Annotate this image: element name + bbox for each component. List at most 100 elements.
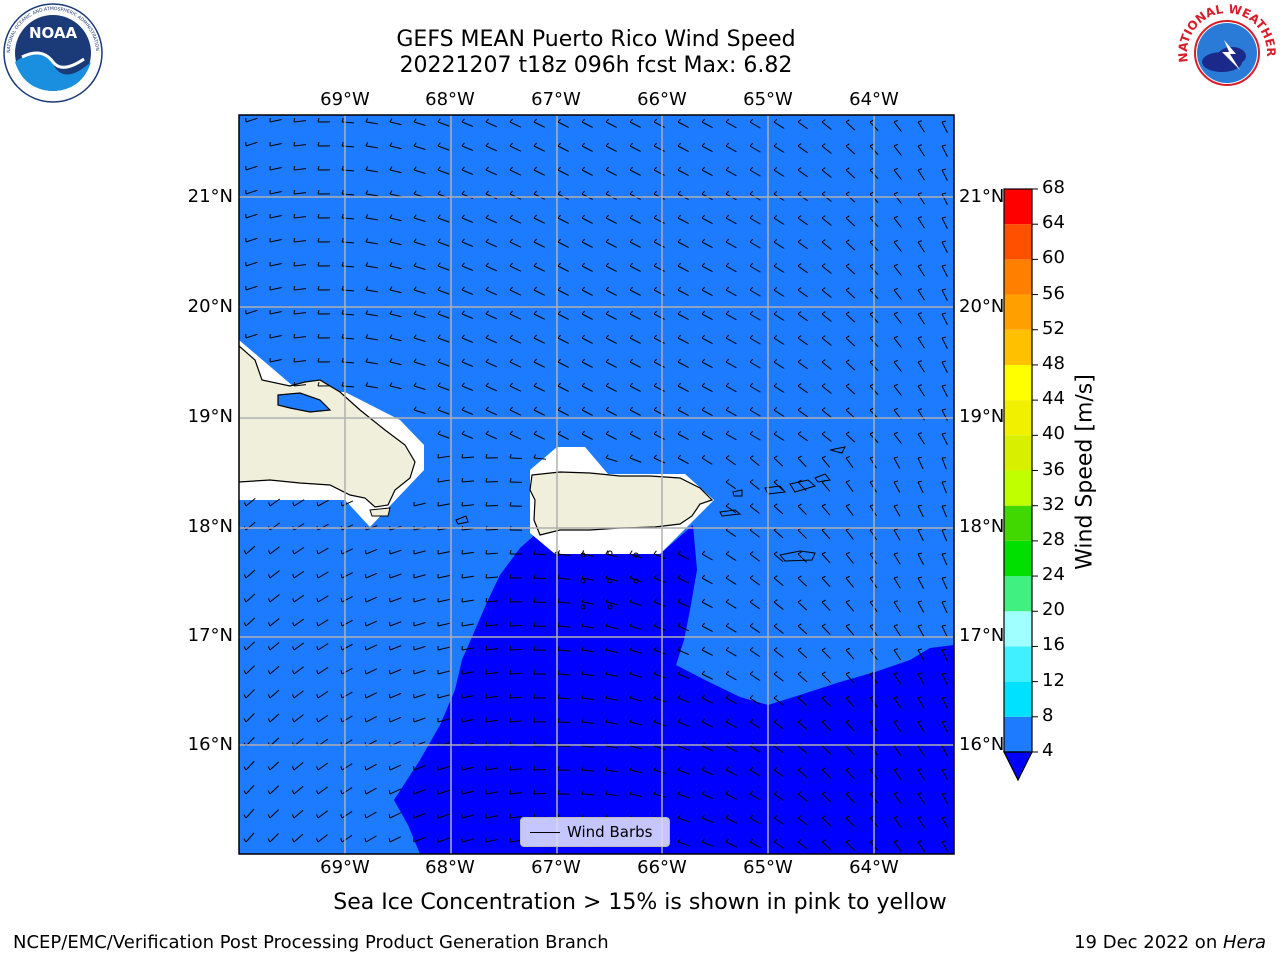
wind-barb xyxy=(317,619,329,627)
wind-barb-feather xyxy=(941,816,946,819)
wind-barb-feather xyxy=(461,262,465,267)
colorbar-under-extend xyxy=(1003,751,1033,782)
wind-barb xyxy=(581,769,594,772)
wind-barb xyxy=(653,577,666,583)
wind-barb-feather xyxy=(701,814,705,819)
wind-barb xyxy=(773,625,784,634)
wind-barb xyxy=(821,313,832,322)
wind-barb xyxy=(341,145,355,148)
wind-barb xyxy=(245,213,258,219)
wind-barb-feather xyxy=(533,430,538,435)
wind-barb-feather xyxy=(364,669,367,675)
wind-barb-feather xyxy=(629,622,633,627)
wind-barb xyxy=(845,457,854,469)
wind-barb-feather xyxy=(821,431,826,435)
wind-barb xyxy=(413,813,426,819)
wind-barb-feather xyxy=(677,790,681,795)
wind-barb xyxy=(917,793,926,805)
wind-barb-feather xyxy=(773,719,778,723)
wind-barb-feather xyxy=(773,190,778,195)
wind-barb-feather xyxy=(557,214,562,219)
wind-barb-feather xyxy=(773,838,778,843)
wind-barb xyxy=(941,121,948,133)
wind-barb xyxy=(725,481,737,490)
wind-barb xyxy=(581,649,594,653)
wind-barb-feather xyxy=(485,621,488,627)
wind-barb xyxy=(653,289,665,296)
lat-label-left-18n: 18°N xyxy=(187,516,233,537)
wind-barb xyxy=(581,409,593,416)
wind-barb-feather xyxy=(725,286,730,291)
wind-barb xyxy=(653,313,665,320)
wind-barb-feather xyxy=(509,214,513,219)
wind-barb xyxy=(653,241,665,248)
wind-barb-feather xyxy=(749,623,754,627)
wind-barb xyxy=(821,121,832,130)
wind-barb-feather xyxy=(340,718,343,723)
wind-barb xyxy=(773,433,785,441)
wind-barb xyxy=(917,697,925,709)
wind-barb xyxy=(893,193,902,204)
wind-barb-feather xyxy=(388,837,391,843)
wind-barb xyxy=(461,313,474,320)
wind-barb xyxy=(701,601,713,609)
wind-barb xyxy=(461,121,474,128)
wind-barb-feather xyxy=(605,430,610,435)
wind-barb-feather xyxy=(317,261,320,267)
lon-label-top-66w: 66°W xyxy=(637,89,687,110)
wind-barb-feather xyxy=(533,598,536,603)
wind-barb-feather xyxy=(243,790,247,795)
colorbar-band xyxy=(1004,470,1032,506)
wind-barb xyxy=(509,433,522,440)
wind-barb xyxy=(941,745,949,757)
wind-barb-feather xyxy=(316,598,319,603)
wind-barb-feather xyxy=(533,694,536,699)
wind-barb-feather xyxy=(941,240,947,243)
wind-barb xyxy=(341,572,353,579)
wind-barb-feather xyxy=(364,573,367,579)
wind-barb-feather xyxy=(701,622,706,627)
wind-barb xyxy=(725,577,737,585)
wind-barb xyxy=(269,190,282,195)
wind-barb-feather xyxy=(340,694,343,699)
wind-barb-feather xyxy=(461,406,465,411)
wind-barb-feather xyxy=(653,286,658,291)
wind-barb-feather xyxy=(917,240,922,243)
wind-barb-feather xyxy=(917,816,922,819)
wind-barb-feather xyxy=(413,166,417,171)
wind-barb-feather xyxy=(725,670,730,675)
lon-label-bottom-66w: 66°W xyxy=(637,857,687,878)
wind-barb xyxy=(413,337,426,342)
wind-barb xyxy=(485,241,498,248)
wind-barb xyxy=(725,145,737,153)
wind-barb xyxy=(293,546,305,555)
wind-barb xyxy=(605,169,617,176)
wind-barb-feather xyxy=(413,190,417,195)
wind-barb-feather xyxy=(267,766,271,771)
wind-barb-feather xyxy=(509,430,513,435)
wind-barb xyxy=(845,481,854,492)
wind-barb xyxy=(317,595,329,603)
wind-barb xyxy=(413,550,426,555)
wind-barb xyxy=(437,169,450,175)
wind-barb xyxy=(773,601,784,610)
wind-barb xyxy=(485,576,499,579)
wind-barb xyxy=(701,265,713,273)
wind-barb xyxy=(509,409,522,416)
wind-barb xyxy=(605,433,617,440)
wind-barb xyxy=(869,457,877,469)
wind-barb xyxy=(797,433,809,442)
wind-barb-feather xyxy=(293,237,296,243)
wind-barb-feather xyxy=(533,382,538,387)
wind-barb xyxy=(269,262,282,267)
wind-barb-feather xyxy=(533,717,536,723)
wind-barb xyxy=(749,241,761,249)
wind-barb-feather xyxy=(845,311,850,315)
wind-barb xyxy=(533,457,546,460)
wind-barb-feather xyxy=(893,720,898,723)
wind-barb-feather xyxy=(701,454,706,459)
wind-barb-feather xyxy=(941,432,947,435)
wind-barb xyxy=(893,337,902,348)
wind-barb xyxy=(917,601,925,613)
